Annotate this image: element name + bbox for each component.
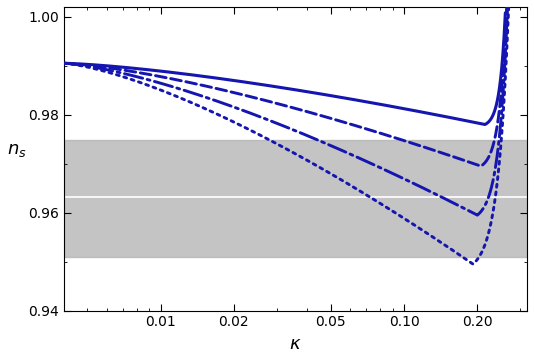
Bar (64, 140, 527, 257)
X-axis label: $\kappa$: $\kappa$ (289, 335, 302, 353)
Y-axis label: $n_s$: $n_s$ (7, 141, 27, 159)
